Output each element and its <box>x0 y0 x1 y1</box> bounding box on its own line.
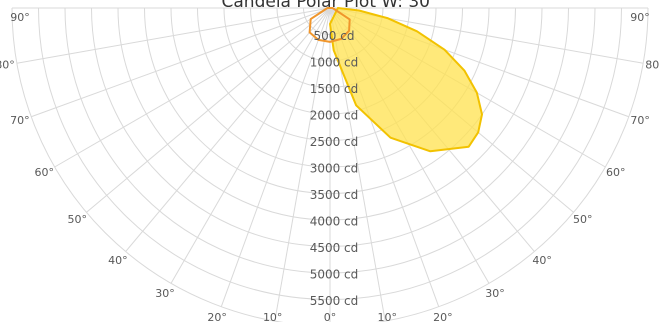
radial-tick-label: 4500 cd <box>310 241 359 255</box>
grid-spoke <box>86 7 331 213</box>
series-area-1 <box>329 7 483 153</box>
angle-tick-label: 60° <box>34 166 54 179</box>
radial-tick-label: 4000 cd <box>310 215 359 229</box>
series-area-2 <box>308 7 351 43</box>
angle-tick-label: 70° <box>10 114 30 127</box>
angle-tick-label: 10° <box>263 311 283 322</box>
radial-tick-label: 5000 cd <box>310 268 359 282</box>
angle-tick-label: 40° <box>532 254 552 267</box>
grid-spoke <box>170 7 331 284</box>
angle-tick-label: 60° <box>606 166 626 179</box>
angle-tick-label: 80° <box>0 58 15 71</box>
axis-labels: 500 cd 1000 cd 1500 cd 2000 cd 2500 cd 3000 c… <box>0 11 660 322</box>
angle-tick-label: 0° <box>324 311 337 322</box>
angle-tick-label: 80° <box>645 58 660 71</box>
radial-tick-label: 3000 cd <box>310 162 359 176</box>
grid-spoke <box>274 7 331 322</box>
angle-tick-label: 30° <box>485 287 505 300</box>
grid-spoke <box>31 7 331 118</box>
angle-tick-label: 50° <box>573 213 593 226</box>
angle-tick-label: 50° <box>67 213 87 226</box>
grid-spoke <box>16 7 331 64</box>
radial-tick-label: 2000 cd <box>310 109 359 123</box>
angle-tick-label: 30° <box>155 287 175 300</box>
radial-tick-label: 1000 cd <box>310 56 359 70</box>
angle-tick-label: 20° <box>433 311 453 322</box>
angle-tick-label: 40° <box>108 254 128 267</box>
angle-tick-label: 90° <box>10 11 30 24</box>
series-layer <box>308 7 483 153</box>
angle-tick-label: 70° <box>630 114 650 127</box>
grid-spoke <box>125 7 331 252</box>
radial-tick-label: 500 cd <box>314 29 355 43</box>
chart-title: Candela Polar Plot W: 30° <box>222 0 439 12</box>
grid-spoke <box>54 7 331 168</box>
radial-tick-label: 5500 cd <box>310 294 359 308</box>
radial-tick-label: 1500 cd <box>310 82 359 96</box>
grid-spoke <box>220 7 331 307</box>
radial-tick-label: 3500 cd <box>310 188 359 202</box>
radial-tick-label: 2500 cd <box>310 135 359 149</box>
grid-ring <box>11 7 649 322</box>
angle-tick-label: 20° <box>207 311 227 322</box>
angle-tick-label: 10° <box>378 311 398 322</box>
angle-tick-label: 90° <box>630 11 650 24</box>
